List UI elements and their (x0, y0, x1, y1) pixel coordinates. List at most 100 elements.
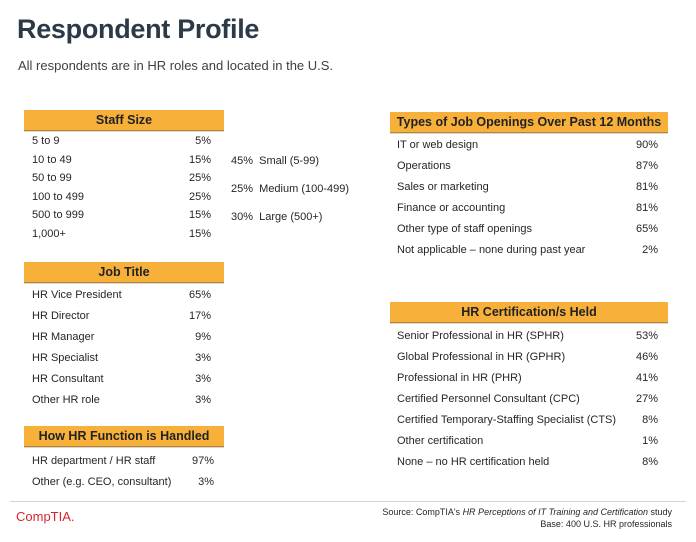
job-title-label: HR Director (32, 310, 90, 322)
job-openings-divider (390, 133, 668, 134)
staff-size-row: 1,000+ 15% (32, 225, 211, 243)
certification-value: 8% (642, 456, 658, 468)
job-title-header: Job Title (24, 262, 224, 283)
page-title: Respondent Profile (17, 14, 260, 44)
certification-row: Global Professional in HR (GPHR) 46% (397, 348, 658, 366)
job-openings-row: Finance or accounting 81% (397, 199, 658, 217)
summary-label: Small (5-99) (259, 155, 320, 167)
job-title-value: 65% (188, 289, 211, 301)
staff-size-label: 5 to 9 (32, 135, 60, 147)
certification-row: Senior Professional in HR (SPHR) 53% (397, 327, 658, 345)
job-title-row: HR Consultant 3% (32, 370, 211, 388)
job-openings-row: Sales or marketing 81% (397, 178, 658, 196)
job-openings-label: Other type of staff openings (397, 223, 532, 235)
source-suffix: study (647, 507, 672, 517)
source-title: HR Perceptions of IT Training and Certif… (462, 507, 648, 517)
staff-size-label: 100 to 499 (32, 190, 84, 203)
certification-value: 1% (642, 435, 658, 447)
staff-size-value: 25% (188, 190, 211, 203)
staff-size-value: 15% (188, 227, 211, 240)
staff-size-header: Staff Size (24, 110, 224, 131)
hr-function-value: 3% (198, 476, 214, 488)
summary-value: 30% (231, 211, 254, 223)
certification-label: None – no HR certification held (397, 456, 550, 468)
job-title-label: HR Consultant (32, 373, 104, 385)
hr-function-row: Other (e.g. CEO, consultant) 3% (32, 473, 214, 491)
staff-size-label: 10 to 49 (32, 153, 72, 166)
staff-size-label: 1,000+ (32, 227, 66, 240)
certification-row: Certified Temporary-Staffing Specialist … (397, 411, 658, 429)
certification-row: None – no HR certification held 8% (397, 453, 658, 471)
certifications-header: HR Certification/s Held (390, 302, 668, 323)
job-openings-label: IT or web design (397, 139, 479, 151)
job-openings-label: Finance or accounting (397, 202, 506, 214)
hr-function-divider (24, 447, 224, 448)
job-title-value: 3% (195, 352, 211, 364)
job-openings-label: Operations (397, 160, 451, 172)
job-title-row: HR Vice President 65% (32, 286, 211, 304)
staff-size-label: 500 to 999 (32, 209, 84, 221)
certification-label: Professional in HR (PHR) (397, 372, 522, 384)
job-title-value: 9% (195, 331, 211, 343)
certification-label: Global Professional in HR (GPHR) (397, 351, 566, 363)
source-note: Source: CompTIA's HR Perceptions of IT T… (382, 506, 672, 530)
certification-label: Certified Temporary-Staffing Specialist … (397, 414, 617, 426)
job-openings-label: Not applicable – none during past year (397, 244, 586, 256)
certification-row: Other certification 1% (397, 432, 658, 450)
certification-value: 46% (635, 351, 658, 363)
job-openings-row: Operations 87% (397, 157, 658, 175)
staff-size-label: 50 to 99 (32, 172, 72, 184)
certification-label: Certified Personnel Consultant (CPC) (397, 393, 580, 405)
job-openings-value: 81% (635, 181, 658, 193)
job-title-label: HR Specialist (32, 352, 99, 364)
source-prefix: Source: CompTIA's (382, 507, 463, 517)
certification-value: 41% (635, 372, 658, 384)
job-title-row: Other HR role 3% (32, 391, 211, 409)
base-note: Base: 400 U.S. HR professionals (540, 519, 672, 529)
job-title-row: HR Manager 9% (32, 328, 211, 346)
staff-size-divider (24, 131, 224, 132)
hr-function-header: How HR Function is Handled (24, 426, 224, 447)
job-title-row: HR Director 17% (32, 307, 211, 325)
job-openings-row: Not applicable – none during past year 2% (397, 241, 658, 259)
hr-function-row: HR department / HR staff 97% (32, 452, 214, 470)
job-openings-value: 65% (635, 223, 658, 235)
staff-size-row: 50 to 99 25% (32, 169, 211, 187)
certification-label: Other certification (397, 435, 484, 447)
staff-size-summary-item: 45% Small (5-99) (231, 155, 319, 167)
hr-function-value: 97% (191, 455, 214, 467)
certification-label: Senior Professional in HR (SPHR) (397, 330, 564, 342)
hr-function-label: HR department / HR staff (32, 455, 156, 467)
job-title-divider (24, 283, 224, 284)
hr-function-label: Other (e.g. CEO, consultant) (32, 476, 172, 488)
staff-size-value: 15% (188, 153, 211, 166)
job-title-row: HR Specialist 3% (32, 349, 211, 367)
staff-size-row: 5 to 9 5% (32, 132, 211, 150)
summary-label: Large (500+) (259, 211, 323, 223)
job-openings-header: Types of Job Openings Over Past 12 Month… (390, 112, 668, 133)
summary-label: Medium (100-499) (259, 183, 350, 195)
job-openings-label: Sales or marketing (397, 181, 489, 193)
staff-size-row: 100 to 499 25% (32, 188, 211, 206)
job-openings-row: Other type of staff openings 65% (397, 220, 658, 238)
footer-divider (10, 501, 686, 502)
staff-size-summary-item: 25% Medium (100-499) (231, 183, 349, 195)
job-title-value: 3% (195, 394, 211, 406)
job-openings-value: 2% (642, 244, 658, 256)
certification-row: Certified Personnel Consultant (CPC) 27% (397, 390, 658, 408)
job-title-value: 17% (188, 310, 211, 322)
job-openings-value: 87% (635, 160, 658, 172)
certification-value: 27% (635, 393, 658, 405)
staff-size-value: 25% (188, 172, 211, 184)
certification-value: 53% (635, 330, 658, 342)
certification-row: Professional in HR (PHR) 41% (397, 369, 658, 387)
staff-size-row: 10 to 49 15% (32, 151, 211, 169)
job-openings-value: 81% (635, 202, 658, 214)
certification-value: 8% (642, 414, 658, 426)
job-openings-row: IT or web design 90% (397, 136, 658, 154)
summary-value: 25% (231, 183, 254, 195)
job-title-value: 3% (195, 373, 211, 385)
job-title-label: HR Vice President (32, 289, 122, 301)
staff-size-value: 5% (195, 135, 211, 147)
summary-value: 45% (231, 155, 254, 167)
